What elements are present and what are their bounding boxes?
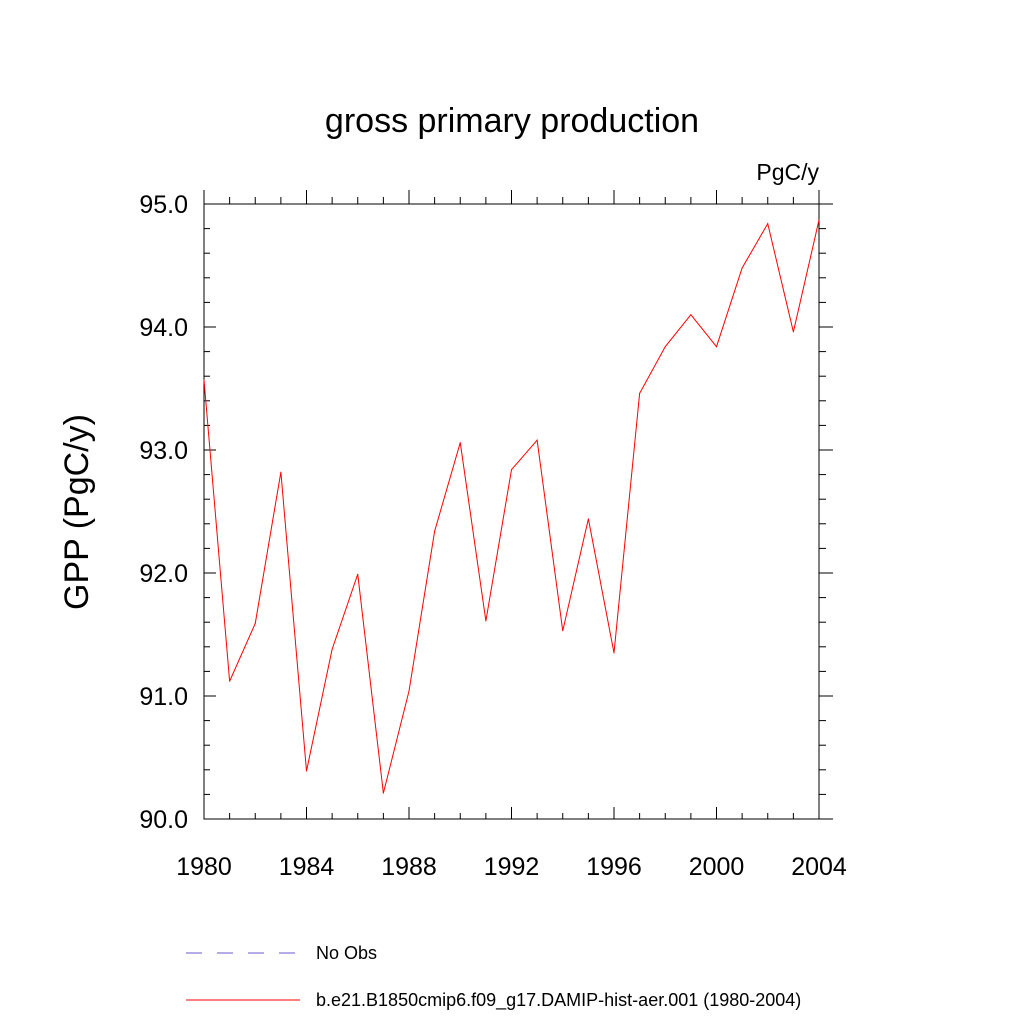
x-tick-label: 2000 bbox=[689, 853, 745, 881]
data-point bbox=[690, 314, 692, 316]
data-point bbox=[306, 770, 307, 772]
data-point bbox=[767, 223, 769, 225]
data-point bbox=[254, 622, 256, 624]
y-tick-label: 95.0 bbox=[139, 191, 188, 219]
series-layer bbox=[203, 219, 820, 794]
x-tick-label: 2004 bbox=[791, 853, 847, 881]
data-point bbox=[408, 690, 410, 692]
data-point bbox=[459, 442, 461, 444]
legend-label-model: b.e21.B1850cmip6.f09_g17.DAMIP-hist-aer.… bbox=[316, 990, 801, 1011]
data-point bbox=[511, 469, 512, 471]
data-point bbox=[357, 573, 359, 575]
data-point bbox=[382, 792, 384, 794]
units-label: PgC/y bbox=[756, 159, 819, 185]
data-point bbox=[485, 620, 487, 622]
y-tick-label: 93.0 bbox=[139, 437, 188, 465]
x-tick-label: 1980 bbox=[176, 853, 232, 881]
x-tick-label: 1996 bbox=[586, 853, 642, 881]
x-axis-ticks: 1980 1984 1988 1992 1996 2000 2004 bbox=[176, 190, 847, 881]
y-axis-label: GPP (PgC/y) bbox=[58, 414, 96, 610]
y-tick-label: 90.0 bbox=[139, 806, 188, 834]
legend-label-no-obs: No Obs bbox=[316, 943, 377, 963]
data-point bbox=[664, 346, 666, 348]
data-point bbox=[587, 518, 589, 520]
chart-title: gross primary production bbox=[325, 102, 699, 140]
y-minor-ticks bbox=[204, 228, 826, 795]
data-point bbox=[280, 471, 282, 473]
x-tick-label: 1984 bbox=[279, 853, 335, 881]
x-minor-ticks bbox=[229, 197, 794, 819]
x-tick-label: 1992 bbox=[484, 853, 540, 881]
y-tick-label: 91.0 bbox=[139, 683, 188, 711]
data-point bbox=[536, 439, 538, 441]
x-tick-label: 1988 bbox=[381, 853, 437, 881]
data-point bbox=[741, 267, 743, 269]
data-point bbox=[331, 648, 333, 650]
data-point bbox=[229, 680, 231, 682]
data-point bbox=[203, 379, 205, 381]
data-point bbox=[716, 346, 717, 348]
data-point bbox=[818, 219, 820, 221]
y-axis-ticks: 90.0 91.0 92.0 93.0 94.0 95.0 bbox=[139, 191, 833, 834]
data-point bbox=[613, 652, 615, 654]
data-point bbox=[639, 392, 641, 394]
legend: No Obs b.e21.B1850cmip6.f09_g17.DAMIP-hi… bbox=[186, 943, 801, 1011]
data-point bbox=[562, 630, 564, 632]
data-point bbox=[792, 331, 794, 333]
y-tick-label: 92.0 bbox=[139, 560, 188, 588]
series-line bbox=[203, 219, 820, 794]
y-tick-label: 94.0 bbox=[139, 314, 188, 342]
data-point bbox=[434, 530, 436, 532]
plot-frame bbox=[203, 203, 820, 820]
